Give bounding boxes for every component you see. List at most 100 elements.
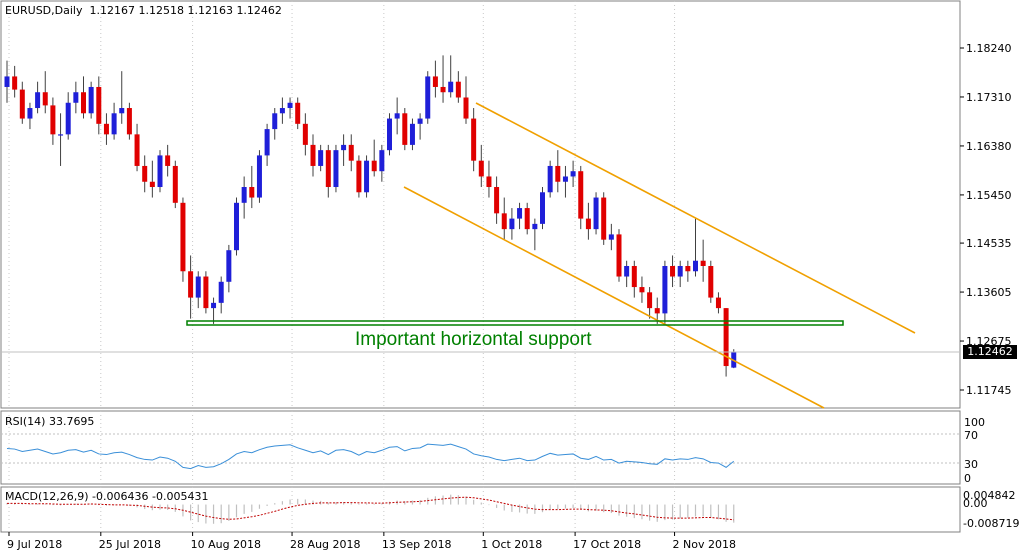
candle-body <box>608 234 614 240</box>
rsi-tick-70: 70 <box>964 429 978 442</box>
candle-body <box>570 171 576 177</box>
candle-body <box>65 102 71 135</box>
candle-body <box>218 281 224 303</box>
channel-lower-line <box>403 186 825 409</box>
candle-body <box>478 160 484 177</box>
candle-body <box>540 192 545 224</box>
candle-body <box>593 197 599 230</box>
candle-body <box>58 134 64 136</box>
candle-body <box>119 108 125 114</box>
candle-body <box>494 187 500 214</box>
candle-body <box>379 150 385 172</box>
candle-body <box>417 118 423 124</box>
candle-body <box>356 160 362 193</box>
candle-body <box>50 105 56 135</box>
price-axis: 1.18240 1.17310 1.16380 1.15450 1.14535 1.136… <box>960 42 1012 397</box>
candle-body <box>723 308 729 367</box>
candle-body <box>310 144 316 166</box>
candle-body <box>685 265 691 272</box>
candle-body <box>463 97 469 119</box>
price-tick-label: 1.14535 <box>966 237 1012 250</box>
date-tick-label: 28 Aug 2018 <box>290 538 360 551</box>
candle-body <box>601 197 607 240</box>
candle-body <box>96 86 102 124</box>
candle-body <box>302 123 308 145</box>
date-tick-label: 9 Jul 2018 <box>7 538 62 551</box>
channel-upper-line <box>475 102 916 334</box>
price-tick-label: 1.13605 <box>966 286 1012 299</box>
candle-body <box>165 155 171 166</box>
candle-body <box>425 76 431 119</box>
candle-body <box>364 160 370 193</box>
candle-body <box>172 165 178 203</box>
candle-body <box>211 302 217 309</box>
macd-label: MACD(12,26,9) -0.006436 -0.005431 <box>5 490 209 503</box>
candle-body <box>715 297 721 309</box>
candle-body <box>402 113 408 145</box>
rsi-tick-30: 30 <box>964 458 978 471</box>
candle-body <box>42 92 48 106</box>
candle-body <box>81 92 86 114</box>
price-tick-label: 1.12675 <box>966 335 1012 348</box>
candle-body <box>103 123 109 135</box>
candle-body <box>677 265 683 277</box>
price-tick-label: 1.11745 <box>966 384 1012 397</box>
candle-body <box>455 81 461 98</box>
candle-body <box>662 265 668 314</box>
candle-body <box>73 92 79 103</box>
candle-body <box>524 208 530 230</box>
horizontal-support-zone <box>186 320 844 326</box>
candle-body <box>555 165 561 182</box>
candle-body <box>654 308 660 314</box>
candle-body <box>12 76 18 90</box>
rsi-tick-0: 0 <box>964 472 971 485</box>
candle-body <box>670 265 676 277</box>
price-tick-label: 1.16380 <box>966 140 1012 153</box>
candle-body <box>241 187 247 203</box>
candle-body <box>432 76 438 87</box>
candle-body <box>708 265 714 298</box>
support-annotation: Important horizontal support <box>355 329 592 350</box>
candle-body <box>111 113 117 135</box>
date-axis: 9 Jul 2018 25 Jul 2018 10 Aug 2018 28 Aug 2… <box>7 532 736 551</box>
candle-body <box>195 276 201 298</box>
candle-body <box>234 202 239 251</box>
candle-body <box>264 129 270 156</box>
candle-body <box>624 265 630 277</box>
candle-body <box>631 265 637 288</box>
candle-body <box>578 171 584 219</box>
price-tick-label: 1.17310 <box>966 91 1012 104</box>
rsi-line <box>6 443 735 470</box>
candle-body <box>149 181 155 188</box>
candle-body <box>325 150 331 188</box>
rsi-tick-100: 100 <box>964 416 985 429</box>
candle-body <box>157 155 163 188</box>
candle-body <box>448 81 454 93</box>
candle-body <box>226 250 232 282</box>
candle-body <box>616 234 622 277</box>
ohlc-readout: 1.12167 1.12518 1.12163 1.12462 <box>89 4 282 17</box>
candle-body <box>693 260 698 272</box>
candle-body <box>471 118 477 161</box>
candle-body <box>639 287 645 293</box>
candle-body <box>700 260 706 266</box>
candle-body <box>295 102 301 124</box>
macd-signal-line <box>7 496 734 521</box>
date-tick-label: 10 Aug 2018 <box>191 538 261 551</box>
candle-body <box>547 165 553 193</box>
candle-body <box>272 113 278 130</box>
candle-body <box>409 123 415 145</box>
candle-body <box>333 150 339 188</box>
candle-body <box>440 86 446 93</box>
candle-body <box>562 176 568 182</box>
macd-tick-top: 0.004842 <box>963 489 1016 502</box>
candle-body <box>394 113 400 119</box>
candlesticks <box>4 55 737 377</box>
candle-body <box>647 292 653 309</box>
date-tick-label: 1 Oct 2018 <box>481 538 542 551</box>
candle-body <box>279 108 285 114</box>
chart-header: EURUSD,Daily 1.12167 1.12518 1.12163 1.1… <box>5 4 282 17</box>
date-tick-label: 2 Nov 2018 <box>673 538 736 551</box>
symbol-label: EURUSD,Daily <box>5 4 83 17</box>
candle-body <box>387 118 392 151</box>
